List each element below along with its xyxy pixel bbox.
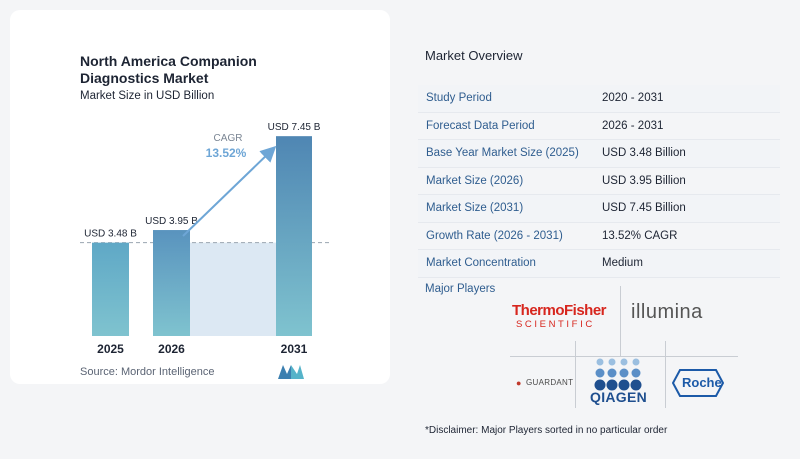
cagr-arrow <box>182 145 277 237</box>
qiagen-logo: QIAGEN <box>590 389 648 405</box>
overview-value: Medium <box>602 257 643 270</box>
bar-2026 <box>153 230 190 336</box>
logo-divider <box>575 341 576 408</box>
bar-value-label: USD 3.95 B <box>145 216 198 227</box>
chart-title: North America Companion Diagnostics Mark… <box>80 53 257 86</box>
thermofisher-logo: ThermoFisher <box>512 302 607 319</box>
illumina-logo: illumina <box>631 301 703 323</box>
overview-label: Market Concentration <box>426 257 536 270</box>
overview-label: Forecast Data Period <box>426 119 535 132</box>
overview-row: Base Year Market Size (2025) USD 3.48 Bi… <box>418 140 780 168</box>
thermofisher-logo-subtitle: SCIENTIFIC <box>516 319 595 330</box>
bar-value-label: USD 3.48 B <box>84 229 137 240</box>
overview-row: Market Size (2026) USD 3.95 Billion <box>418 168 780 195</box>
overview-table: Study Period 2020 - 2031 Forecast Data P… <box>418 85 780 278</box>
base-level-band <box>190 242 276 336</box>
bar-chart: USD 3.48 B 2025 USD 3.95 B 2026 USD 7.45 B 20… <box>80 122 330 356</box>
x-tick-label: 2031 <box>281 342 308 356</box>
guardant-logo: GUARDANT <box>526 378 574 387</box>
overview-label: Base Year Market Size (2025) <box>426 147 579 160</box>
overview-row: Market Size (2031) USD 7.45 Billion <box>418 195 780 223</box>
x-tick-label: 2025 <box>97 342 124 356</box>
bar-value-label: USD 7.45 B <box>268 122 321 133</box>
logo-divider <box>510 356 738 357</box>
source-text: Source: Mordor Intelligence <box>80 366 215 378</box>
bar-2025 <box>92 242 129 336</box>
major-players-logos: ThermoFisher SCIENTIFIC illumina ● GUARD… <box>500 286 740 408</box>
logo-divider <box>620 286 621 356</box>
cagr-value: 13.52% <box>206 146 247 160</box>
chart-subtitle: Market Size in USD Billion <box>80 90 215 102</box>
overview-value: 13.52% CAGR <box>602 229 678 242</box>
bar-2031 <box>276 136 312 336</box>
major-players-title: Major Players <box>425 283 496 295</box>
overview-value: 2020 - 2031 <box>602 92 664 105</box>
overview-row: Market Concentration Medium <box>418 250 780 278</box>
overview-row: Study Period 2020 - 2031 <box>418 85 780 113</box>
logo-divider <box>665 341 666 408</box>
roche-hexagon-icon <box>672 369 724 397</box>
market-overview-title: Market Overview <box>425 48 523 63</box>
overview-row: Growth Rate (2026 - 2031) 13.52% CAGR <box>418 223 780 250</box>
qiagen-dots-icon <box>594 358 642 391</box>
overview-label: Growth Rate (2026 - 2031) <box>426 229 563 242</box>
roche-logo: Roche <box>682 375 722 390</box>
disclaimer-text: *Disclaimer: Major Players sorted in no … <box>425 425 668 436</box>
x-tick-label: 2026 <box>158 342 185 356</box>
guardant-drop-icon: ● <box>516 378 522 388</box>
cagr-label: CAGR <box>214 133 243 144</box>
overview-label: Study Period <box>426 92 492 105</box>
overview-value: USD 3.95 Billion <box>602 174 686 187</box>
overview-label: Market Size (2031) <box>426 202 524 215</box>
overview-value: USD 3.48 Billion <box>602 147 686 160</box>
overview-label: Market Size (2026) <box>426 174 524 187</box>
overview-value: USD 7.45 Billion <box>602 202 686 215</box>
mordor-logo-icon <box>278 365 304 379</box>
overview-value: 2026 - 2031 <box>602 119 664 132</box>
overview-row: Forecast Data Period 2026 - 2031 <box>418 113 780 140</box>
